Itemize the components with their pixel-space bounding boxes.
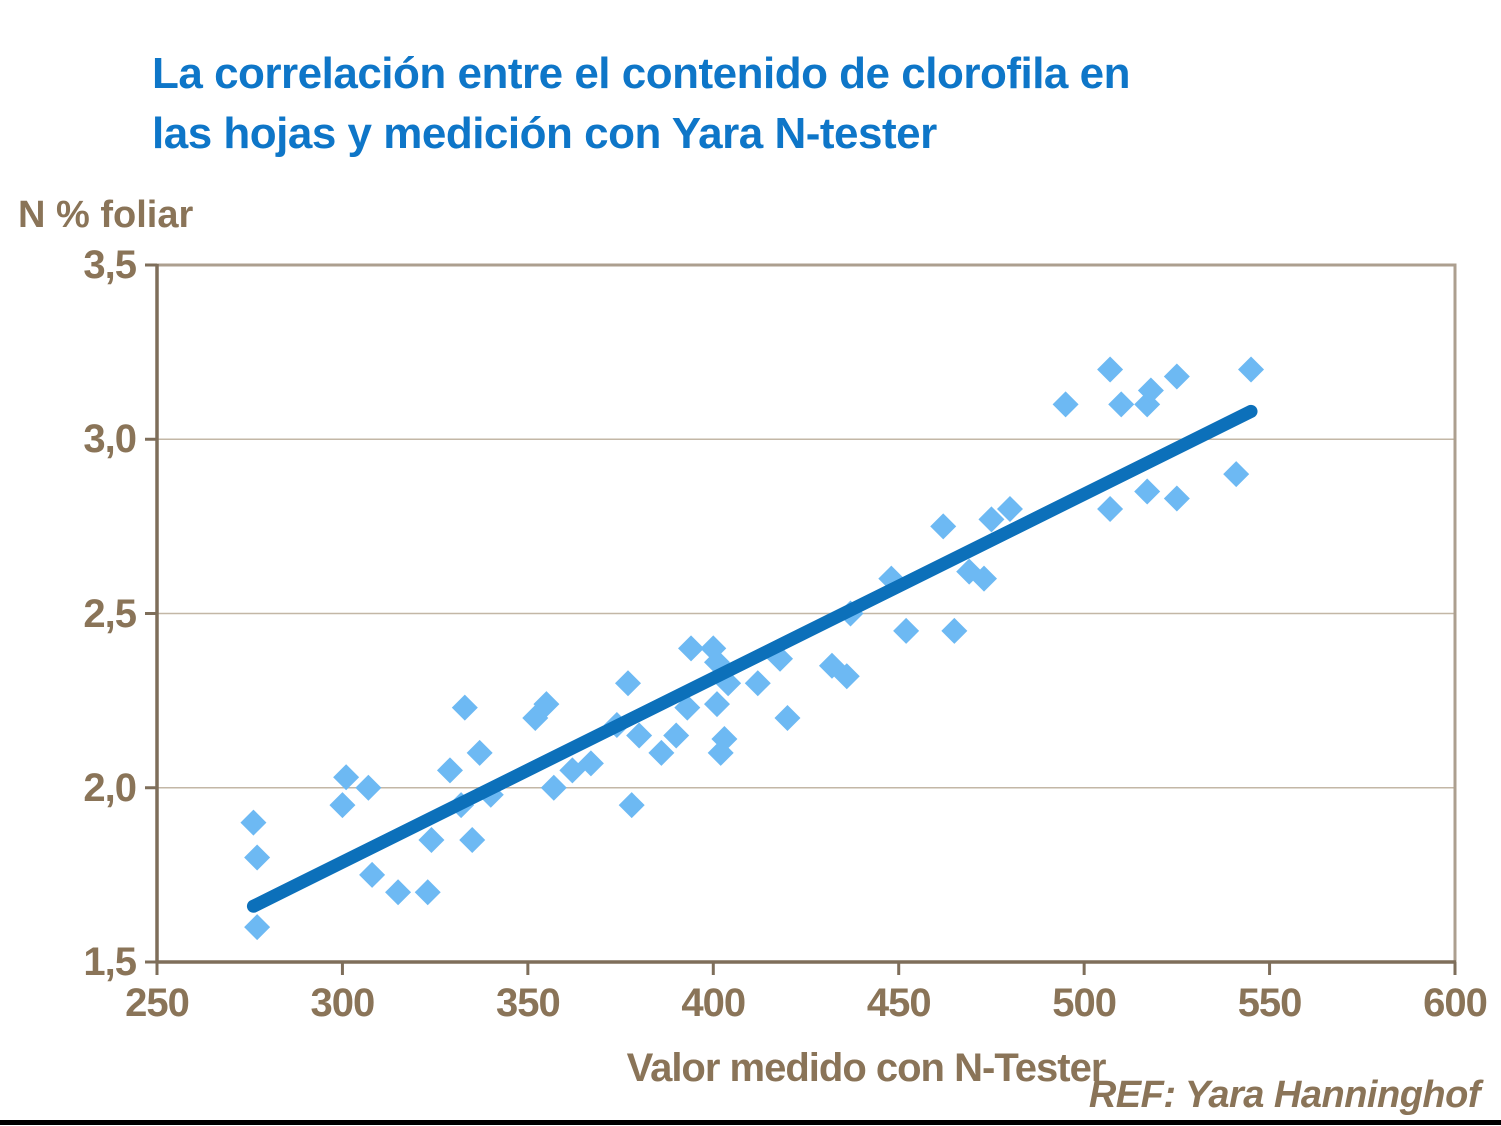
data-point [1163, 485, 1190, 512]
y-tick-label: 3,5 [83, 243, 137, 287]
data-point [1134, 478, 1161, 505]
data-point [978, 506, 1005, 533]
data-point [833, 663, 860, 690]
data-point [711, 725, 738, 752]
data-point [466, 739, 493, 766]
reference-text: REF: Yara Hanninghof [1088, 1074, 1481, 1116]
data-point [1097, 495, 1124, 522]
data-point [436, 757, 463, 784]
data-point [244, 844, 271, 871]
data-point [359, 861, 386, 888]
x-tick-label: 500 [1052, 981, 1117, 1025]
y-axis-tick-labels: 1,5 2,0 2,5 3,0 3,5 [0, 243, 140, 984]
data-point [1134, 391, 1161, 418]
data-point [774, 705, 801, 732]
data-point [333, 764, 360, 791]
data-point [626, 722, 653, 749]
data-point [648, 739, 675, 766]
data-point [1052, 391, 1079, 418]
data-point [930, 513, 957, 540]
data-point [1108, 391, 1135, 418]
data-point [678, 635, 705, 662]
data-point [577, 750, 604, 777]
data-point [744, 670, 771, 697]
data-point [1097, 356, 1124, 383]
data-point [355, 774, 382, 801]
data-point [1137, 377, 1164, 404]
x-axis-title: Valor medido con N-Tester [626, 1046, 1107, 1090]
x-axis-tick-labels: 250 300 350 400 450 500 550 600 [125, 981, 1488, 1026]
data-point [941, 617, 968, 644]
trend-line [246, 404, 1258, 913]
data-point [385, 879, 412, 906]
scatter-plot-svg [145, 263, 1457, 975]
plot-area [145, 263, 1457, 975]
data-point [240, 809, 267, 836]
data-point [329, 792, 356, 819]
data-point [703, 649, 730, 676]
data-point [1238, 356, 1265, 383]
data-point [533, 691, 560, 718]
bottom-divider-bar [0, 1120, 1501, 1125]
x-tick-label: 600 [1423, 981, 1488, 1025]
data-point [1223, 461, 1250, 488]
x-tick-label: 350 [495, 981, 561, 1025]
data-point [971, 565, 998, 592]
y-tick-label: 3,0 [83, 417, 137, 462]
data-point [451, 694, 478, 721]
y-tick-label: 2,0 [83, 765, 137, 810]
chart-title-line2: las hojas y medición con Yara N-tester [152, 109, 937, 158]
data-point [414, 879, 441, 906]
y-axis-title: N % foliar [18, 194, 194, 236]
x-tick-label: 450 [866, 981, 932, 1025]
y-tick-label: 1,5 [83, 940, 137, 984]
data-point [878, 565, 905, 592]
data-point [540, 774, 567, 801]
data-point [893, 617, 920, 644]
x-tick-label: 400 [681, 981, 746, 1025]
data-point [614, 670, 641, 697]
data-point [244, 914, 271, 941]
x-tick-label: 300 [310, 981, 376, 1025]
data-point [618, 792, 645, 819]
y-tick-label: 2,5 [83, 591, 137, 636]
data-point [818, 652, 845, 679]
chart-title-line1: La correlación entre el contenido de clo… [152, 49, 1130, 98]
chart-title: La correlación entre el contenido de clo… [152, 44, 1130, 164]
data-point [996, 495, 1023, 522]
data-point [674, 694, 701, 721]
x-tick-label: 550 [1237, 981, 1303, 1025]
data-point [418, 827, 445, 854]
data-point [703, 691, 730, 718]
data-point [1163, 363, 1190, 390]
data-point [663, 722, 690, 749]
x-tick-label: 250 [125, 981, 190, 1025]
data-point [459, 827, 486, 854]
